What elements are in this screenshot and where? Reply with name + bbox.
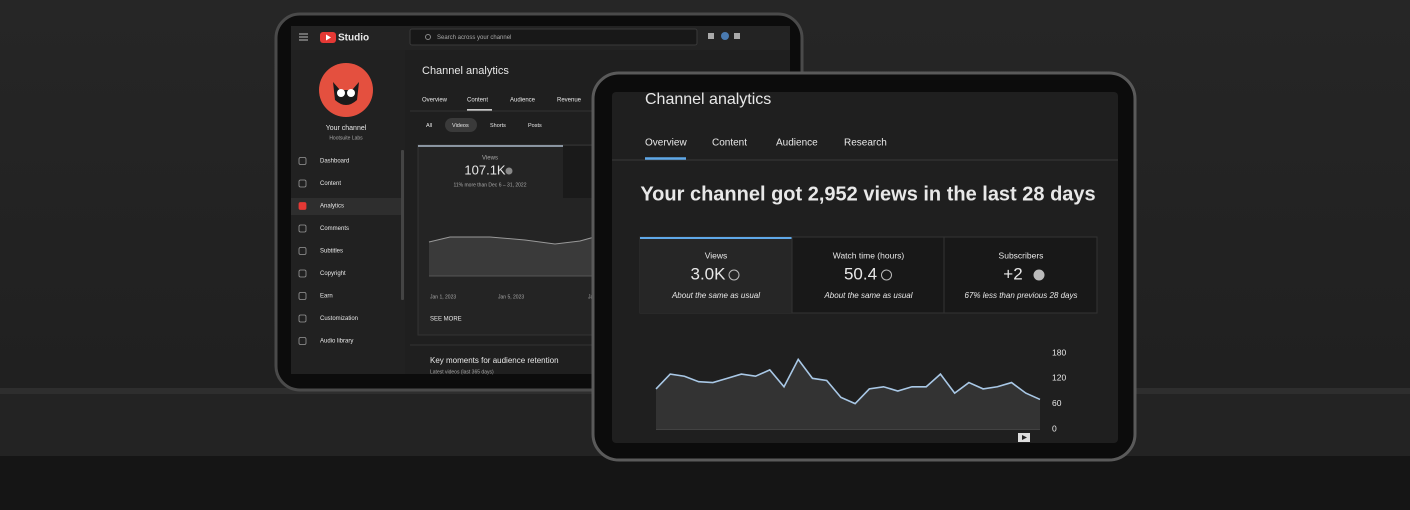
metric-label: Watch time (hours) xyxy=(833,250,905,260)
headline: Your channel got 2,952 views in the last… xyxy=(640,183,1095,205)
menu-icon xyxy=(298,292,307,300)
tab[interactable]: Content xyxy=(712,138,747,149)
channel-name: Your channel xyxy=(326,125,367,132)
menu-highlight xyxy=(291,198,401,215)
apps-icon[interactable] xyxy=(734,33,740,39)
search-icon xyxy=(425,34,431,40)
section-subtitle: Latest videos (last 365 days) xyxy=(430,369,494,375)
menu-item[interactable]: Content xyxy=(320,181,341,187)
menu-icon xyxy=(298,247,307,255)
tab[interactable]: Research xyxy=(844,138,887,149)
page-title: Channel analytics xyxy=(645,91,771,108)
floor xyxy=(0,456,1410,510)
tab[interactable]: Content xyxy=(467,98,488,104)
check-icon xyxy=(728,269,740,281)
y-tick-label: 0 xyxy=(1052,423,1057,433)
y-tick-label: 60 xyxy=(1052,398,1062,408)
chip[interactable]: All xyxy=(426,123,432,129)
menu: Dashboard Content Analytics Comments Subtitl… xyxy=(298,157,358,345)
tabs: Overview Content Audience Research xyxy=(645,138,887,149)
chip-active xyxy=(445,118,477,132)
front-tablet: Channel analytics Overview Content Audienc… xyxy=(591,71,1137,462)
menu-icon xyxy=(299,33,308,41)
mini-chart-line xyxy=(428,235,599,245)
metrics: Views 3.0K About the same as usual Watch ti… xyxy=(671,250,1078,300)
tab[interactable]: Overview xyxy=(645,138,687,149)
tab[interactable]: Revenue xyxy=(557,98,582,104)
chip[interactable]: Posts xyxy=(528,123,542,129)
menu-icon xyxy=(298,157,307,165)
channel-handle: Hootsuite Labs xyxy=(329,135,363,141)
date-label: Jan 1, 2023 xyxy=(430,294,456,300)
menu-item[interactable]: Analytics xyxy=(320,204,344,210)
card-note: 11% more than Dec 6 – 31, 2022 xyxy=(453,182,526,188)
metric-value: 50.4 xyxy=(844,264,877,283)
search-box[interactable] xyxy=(409,28,698,46)
metric-note: 67% less than previous 28 days xyxy=(965,291,1078,300)
avatar-owl xyxy=(333,82,359,105)
account-icon[interactable] xyxy=(721,32,729,40)
chart: 0 60 120 180 xyxy=(655,347,1066,433)
metric-active xyxy=(640,237,792,313)
menu-icon xyxy=(298,269,307,278)
menu-item[interactable]: Comments xyxy=(320,226,349,232)
menu-icon xyxy=(298,202,307,210)
menu-item[interactable]: Earn xyxy=(320,294,333,300)
metric-label: Subscribers xyxy=(999,250,1044,260)
scrollbar xyxy=(401,150,404,300)
card-label: Views xyxy=(482,156,498,162)
date-label: Jan 5, 2023 xyxy=(498,294,524,300)
search-placeholder: Search across your channel xyxy=(437,35,511,41)
menu-item[interactable]: Copyright xyxy=(320,271,346,277)
see-more[interactable]: SEE MORE xyxy=(430,317,462,323)
metric-note: About the same as usual xyxy=(671,291,760,300)
tab[interactable]: Overview xyxy=(422,98,448,104)
menu-item[interactable]: Subtitles xyxy=(320,249,343,255)
menu-item[interactable]: Customization xyxy=(320,316,358,322)
tab[interactable]: Audience xyxy=(510,98,536,104)
chip[interactable]: Videos xyxy=(452,123,469,129)
area xyxy=(656,359,1040,429)
tab[interactable]: Audience xyxy=(776,138,818,149)
menu-item[interactable]: Audio library xyxy=(320,339,353,345)
create-icon[interactable] xyxy=(708,33,714,39)
card-value: 107.1K xyxy=(464,162,506,177)
section-title: Key moments for audience retention xyxy=(430,356,559,365)
page-title: Channel analytics xyxy=(422,65,509,77)
menu-icon xyxy=(298,314,307,323)
avatar-eye xyxy=(347,89,355,97)
menu-icon xyxy=(298,179,307,188)
chips: All Videos Shorts Posts xyxy=(426,123,542,129)
check-icon xyxy=(881,269,892,281)
metric-label: Views xyxy=(705,250,728,260)
chip[interactable]: Shorts xyxy=(490,123,506,129)
y-tick-label: 180 xyxy=(1052,347,1066,357)
avatar-eye xyxy=(337,89,345,97)
play-icon xyxy=(1022,435,1027,440)
card-value-icon xyxy=(505,167,513,175)
line xyxy=(655,357,1041,405)
down-icon xyxy=(1033,269,1045,281)
metric-note: About the same as usual xyxy=(823,291,912,300)
metric-value: 3.0K xyxy=(691,264,727,283)
menu-icon xyxy=(298,337,307,345)
brand: Studio xyxy=(338,33,369,44)
tabs: Overview Content Audience Revenue xyxy=(422,98,582,111)
menu-icon xyxy=(298,224,307,233)
metric-value: +2 xyxy=(1003,264,1022,283)
menu-item[interactable]: Dashboard xyxy=(320,159,349,165)
mini-chart-area xyxy=(429,236,598,276)
logo-play xyxy=(326,34,331,41)
y-tick-label: 120 xyxy=(1052,373,1066,383)
